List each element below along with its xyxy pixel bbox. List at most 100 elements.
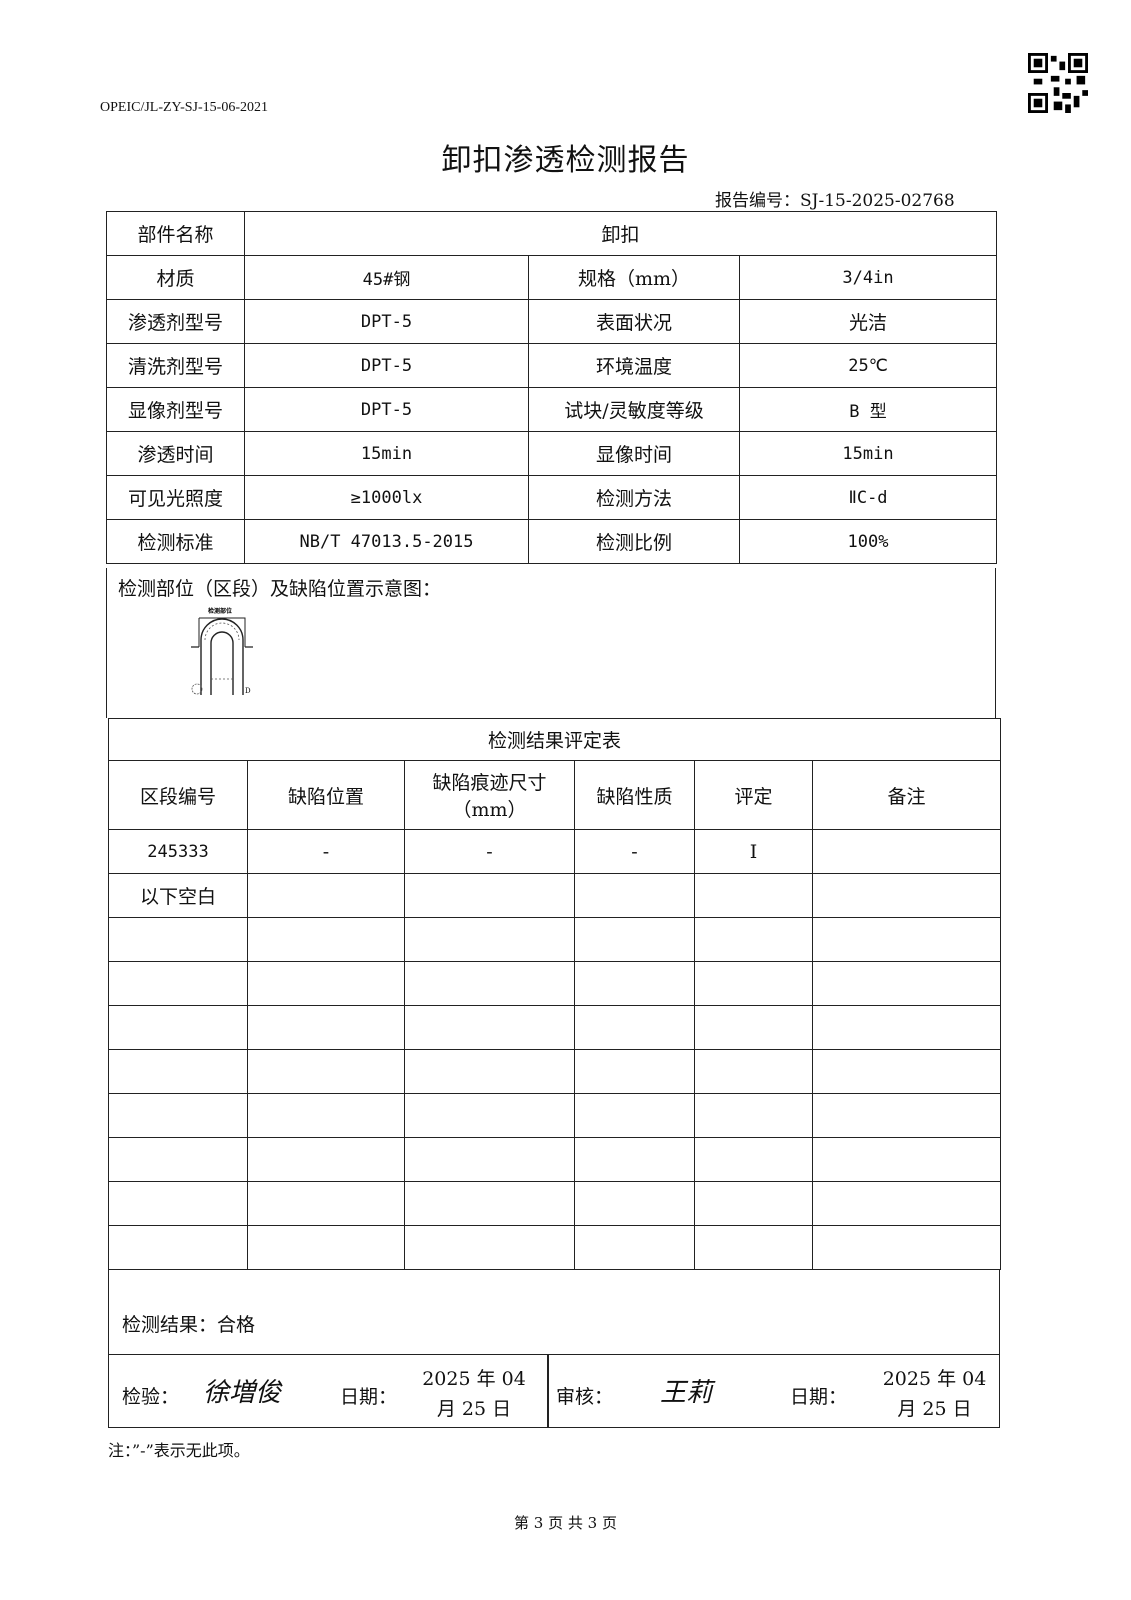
table-row [108,1049,1002,1094]
diagram-label: 检测部位（区段）及缺陷位置示意图： [118,578,442,600]
inspector-date: 2025 年 04 月 25 日 [422,1368,526,1420]
inspector-date-label: 日期： [340,1386,398,1408]
reviewer-date: 2025 年 04 月 25 日 [882,1368,987,1420]
qr-code-icon [1028,53,1088,113]
table-row [108,1225,1002,1270]
value: 45#钢 [244,255,529,300]
table-cell [247,1093,405,1138]
table-cell [404,1049,575,1094]
table-cell [574,1225,695,1270]
label: 显像剂型号 [106,387,245,432]
form-code: OPEIC/JL-ZY-SJ-15-06-2021 [100,100,268,115]
info-row: 渗透时间 15min 显像时间 15min [106,431,998,476]
table-cell [811,917,1002,962]
label: 检测方法 [528,475,740,520]
table-row [108,961,1002,1006]
results-title: 检测结果评定表 [107,718,1002,761]
info-row: 显像剂型号 DPT-5 试块/灵敏度等级 B 型 [106,387,998,432]
table-cell [404,1137,575,1182]
table-cell [108,1225,248,1270]
info-row: 检测标准 NB/T 47013.5-2015 检测比例 100% [106,519,998,564]
info-table: 部件名称 卸扣 材质 45#钢 规格（mm） 3/4in 渗透剂型号 DPT-5 表面状况光… [106,211,998,564]
label: 可见光照度 [106,475,245,520]
value: 卸扣 [243,211,998,256]
reviewer-date-label: 日期： [790,1386,848,1408]
table-cell [247,1005,405,1050]
value: 100% [738,519,998,564]
table-cell [811,1137,1002,1182]
table-cell [108,1137,248,1182]
conclusion-box [108,1269,1000,1355]
table-cell [247,873,405,918]
table-cell [694,1093,813,1138]
table-row: 245333- - - I [108,829,1002,874]
table-cell [108,1181,248,1226]
value: ⅡC-d [738,475,998,520]
value: NB/T 47013.5-2015 [244,519,529,564]
label: 显像时间 [528,431,740,476]
diagram-part-label: 检测部位 [208,607,232,615]
info-row: 清洗剂型号 DPT-5 环境温度 25℃ [106,343,998,388]
label: 规格（mm） [528,255,740,300]
table-cell [108,1093,248,1138]
column-header: 缺陷痕迹尺寸（mm） [404,760,575,830]
shackle-diagram: 检测部位 D [191,607,253,695]
table-cell [811,873,1002,918]
table-cell [574,873,695,918]
info-row: 部件名称 卸扣 [106,211,998,256]
column-header: 评定 [694,760,813,830]
value: DPT-5 [244,387,529,432]
table-cell [694,1137,813,1182]
table-cell [811,1049,1002,1094]
value: 15min [244,431,529,476]
table-cell: - [574,829,695,874]
table-cell [404,917,575,962]
table-cell [574,961,695,1006]
table-cell [694,1181,813,1226]
column-header: 缺陷位置 [247,760,405,830]
signoff-box [108,1355,1000,1428]
table-cell [247,961,405,1006]
table-cell: 以下空白 [108,873,248,918]
table-cell [811,1181,1002,1226]
table-cell [247,1181,405,1226]
page-title: 卸扣渗透检测报告 [441,143,690,178]
table-row [108,1181,1002,1226]
table-cell [247,917,405,962]
value: 3/4in [738,255,998,300]
label: 清洗剂型号 [106,343,245,388]
label: 检测比例 [528,519,740,564]
table-cell: - [404,829,575,874]
label: 检测标准 [106,519,245,564]
report-number: 报告编号：SJ-15-2025-02768 [715,191,955,211]
table-cell [694,1005,813,1050]
table-cell [404,1181,575,1226]
inspector-label: 检验： [122,1386,180,1408]
table-cell [811,829,1002,874]
value: ≥1000lx [244,475,529,520]
table-cell [694,873,813,918]
table-cell [811,1225,1002,1270]
value: B 型 [738,387,998,432]
column-header: 区段编号 [108,760,248,830]
table-row [108,917,1002,962]
table-cell [574,1005,695,1050]
value: 15min [738,431,998,476]
table-cell: I [694,829,813,874]
note: 注：”-”表示无此项。 [108,1441,250,1460]
results-table: 检测结果评定表 区段编号 缺陷位置 缺陷痕迹尺寸（mm） 缺陷性质 评定 备注 24533… [107,718,1002,1270]
label: 表面状况 [528,299,740,344]
table-cell [574,1093,695,1138]
table-cell [404,961,575,1006]
info-row: 渗透剂型号 DPT-5 表面状况 光洁 [106,299,998,344]
table-cell [108,961,248,1006]
diagram-d-label: D [245,687,251,695]
table-cell [404,873,575,918]
table-cell [108,1049,248,1094]
table-cell [247,1049,405,1094]
table-cell [574,1181,695,1226]
table-cell [404,1225,575,1270]
value: 25℃ [738,343,998,388]
results-header: 区段编号 缺陷位置 缺陷痕迹尺寸（mm） 缺陷性质 评定 备注 [108,760,1002,830]
column-header: 缺陷性质 [574,760,695,830]
